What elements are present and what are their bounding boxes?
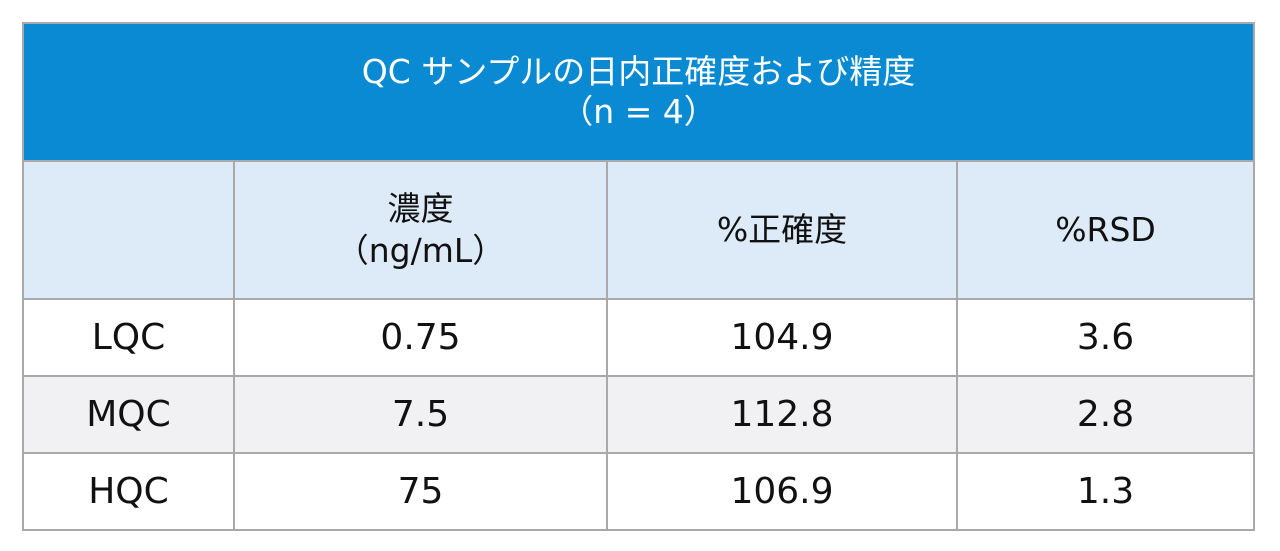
title-row: QC サンプルの日内正確度および精度 （n = 4） bbox=[24, 24, 1254, 162]
cell-rsd: 1.3 bbox=[955, 453, 1254, 529]
cell-accuracy: 104.9 bbox=[606, 299, 957, 377]
table-title-line1: QC サンプルの日内正確度および精度 bbox=[361, 52, 916, 91]
cell-rsd: 2.8 bbox=[955, 376, 1254, 454]
cell-rsd: 3.6 bbox=[955, 299, 1254, 377]
qc-accuracy-table: QC サンプルの日内正確度および精度 （n = 4） 濃度 （ng/mL） %正… bbox=[22, 22, 1255, 531]
data-table: QC サンプルの日内正確度および精度 （n = 4） 濃度 （ng/mL） %正… bbox=[24, 24, 1254, 529]
table-row: HQC 75 106.9 1.3 bbox=[24, 453, 1254, 529]
header-concentration: 濃度 （ng/mL） bbox=[233, 161, 607, 300]
table-row: LQC 0.75 104.9 3.6 bbox=[24, 299, 1254, 377]
header-accuracy: %正確度 bbox=[606, 161, 957, 300]
row-label: MQC bbox=[24, 376, 234, 454]
cell-concentration: 0.75 bbox=[233, 299, 607, 377]
row-label: HQC bbox=[24, 453, 234, 529]
header-blank bbox=[24, 161, 234, 300]
header-row: 濃度 （ng/mL） %正確度 %RSD bbox=[24, 161, 1254, 300]
table-row: MQC 7.5 112.8 2.8 bbox=[24, 376, 1254, 454]
table-title-line2: （n = 4） bbox=[560, 92, 717, 131]
table-title: QC サンプルの日内正確度および精度 （n = 4） bbox=[24, 24, 1254, 162]
cell-concentration: 75 bbox=[233, 453, 607, 529]
header-concentration-unit: （ng/mL） bbox=[335, 231, 506, 270]
header-concentration-label: 濃度 bbox=[387, 189, 454, 228]
header-rsd: %RSD bbox=[955, 161, 1254, 300]
cell-accuracy: 112.8 bbox=[606, 376, 957, 454]
cell-accuracy: 106.9 bbox=[606, 453, 957, 529]
cell-concentration: 7.5 bbox=[233, 376, 607, 454]
row-label: LQC bbox=[24, 299, 234, 377]
